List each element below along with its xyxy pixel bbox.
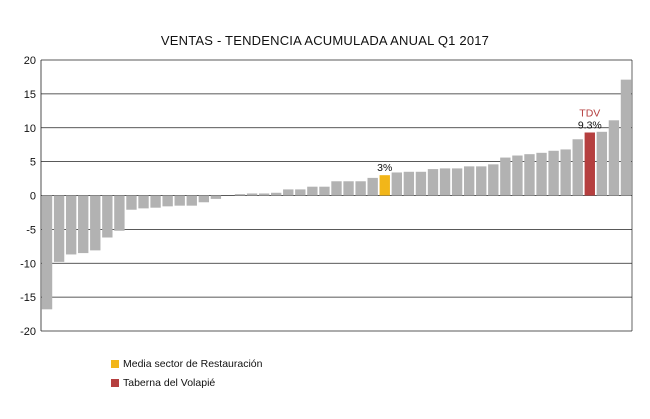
bar — [476, 166, 487, 196]
bar — [355, 181, 366, 196]
y-tick-label: -15 — [20, 292, 36, 304]
y-tick-label: -5 — [26, 224, 36, 236]
bar — [258, 193, 270, 196]
legend-label-media: Media sector de Restauración — [123, 358, 263, 370]
bar — [41, 195, 53, 310]
bar — [186, 195, 197, 206]
bar — [319, 186, 330, 196]
bar — [174, 195, 185, 206]
legend-swatch-media — [111, 360, 119, 368]
bar — [596, 131, 608, 196]
bar — [451, 168, 463, 196]
bar — [403, 171, 415, 196]
bar — [114, 195, 125, 231]
bar — [367, 177, 378, 196]
legend-item-media: Media sector de Restauración — [111, 358, 263, 370]
y-tick-label: 0 — [30, 191, 36, 203]
series-name-label: TDV — [579, 107, 600, 119]
bar — [234, 194, 246, 196]
legend-label-tdv: Taberna del Volapié — [123, 377, 216, 389]
bar — [307, 186, 318, 196]
bar — [488, 164, 499, 196]
bar — [331, 181, 342, 196]
bar — [500, 157, 511, 196]
chart-title: VENTAS - TENDENCIA ACUMULADA ANUAL Q1 20… — [160, 33, 490, 48]
bar — [463, 166, 475, 196]
bar — [560, 149, 571, 196]
bar — [524, 154, 535, 196]
bar — [65, 195, 77, 255]
y-tick-label: 5 — [30, 157, 36, 169]
y-tick-label: 15 — [24, 89, 36, 101]
bar — [608, 120, 620, 196]
bar — [343, 181, 354, 196]
bar-highlight — [379, 175, 390, 196]
bar — [620, 79, 632, 196]
bar — [53, 195, 65, 262]
legend-item-tdv: Taberna del Volapié — [111, 377, 215, 389]
y-tick-label: -10 — [20, 258, 36, 270]
bar — [572, 139, 583, 196]
bar — [246, 193, 258, 196]
bar — [512, 155, 523, 196]
y-tick-label: -20 — [20, 326, 36, 338]
bar — [150, 195, 161, 208]
y-tick-label: 10 — [24, 123, 36, 135]
bar — [210, 195, 222, 199]
bar — [271, 192, 282, 196]
bar — [295, 189, 306, 196]
y-tick-label: 20 — [24, 55, 36, 67]
bar — [415, 171, 427, 196]
bar — [78, 195, 89, 254]
legend-swatch-tdv — [111, 379, 119, 387]
bar — [102, 195, 113, 238]
bar — [283, 189, 294, 196]
bar — [391, 172, 402, 196]
bar — [427, 169, 439, 196]
bar — [162, 195, 173, 207]
bar — [126, 195, 137, 210]
bar — [536, 152, 547, 196]
data-label: 9.3% — [578, 119, 602, 131]
bar-highlight — [584, 132, 595, 196]
bar — [90, 195, 101, 251]
bar — [138, 195, 149, 209]
bar — [439, 168, 451, 196]
data-label: 3% — [377, 162, 392, 174]
bar — [198, 195, 210, 203]
bar — [548, 150, 559, 196]
